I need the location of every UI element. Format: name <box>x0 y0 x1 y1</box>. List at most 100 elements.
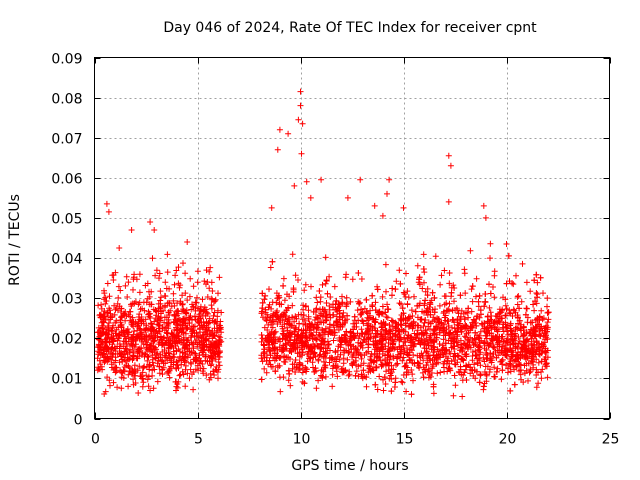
data-point <box>102 336 108 343</box>
data-point <box>173 267 180 274</box>
data-point <box>405 294 412 301</box>
data-point <box>123 273 130 280</box>
data-point <box>201 322 208 329</box>
data-point <box>330 322 337 329</box>
data-point <box>539 366 546 373</box>
data-point <box>379 303 386 310</box>
data-point <box>491 324 498 331</box>
data-point <box>146 293 153 300</box>
data-point <box>317 312 323 319</box>
data-point <box>175 280 182 287</box>
data-point <box>320 353 327 360</box>
data-point <box>333 368 340 375</box>
data-point <box>171 319 178 326</box>
data-point <box>374 348 380 355</box>
data-point <box>524 305 530 312</box>
data-point <box>544 319 551 326</box>
data-point <box>389 292 395 299</box>
data-point <box>302 281 309 288</box>
data-point <box>384 306 391 313</box>
data-point <box>531 327 538 334</box>
data-point <box>291 361 298 368</box>
data-point <box>533 356 540 363</box>
data-point <box>387 328 394 335</box>
data-point <box>403 270 409 277</box>
data-point <box>135 346 142 353</box>
data-point <box>347 342 354 349</box>
data-point <box>441 358 448 365</box>
data-point <box>498 349 505 356</box>
data-point <box>176 284 183 291</box>
data-point <box>538 375 545 382</box>
data-point <box>218 309 225 316</box>
data-point <box>271 318 277 325</box>
data-point <box>285 130 292 137</box>
data-point <box>526 350 533 357</box>
data-point <box>215 333 222 340</box>
data-point <box>164 269 171 276</box>
data-point <box>365 341 372 348</box>
data-point <box>444 307 451 314</box>
data-point <box>120 351 126 358</box>
data-point <box>322 325 329 332</box>
data-point <box>445 152 452 159</box>
data-point <box>455 310 462 317</box>
data-point <box>383 313 390 320</box>
data-point <box>361 333 368 340</box>
data-point <box>193 299 200 306</box>
data-point <box>177 298 184 305</box>
data-point <box>340 360 347 367</box>
data-point <box>339 293 345 300</box>
data-point <box>396 336 403 343</box>
data-point <box>386 347 393 354</box>
data-point <box>434 370 441 377</box>
data-point <box>173 308 180 315</box>
data-point <box>102 317 109 323</box>
data-point <box>102 294 109 301</box>
data-point <box>364 322 371 329</box>
data-point <box>155 328 162 334</box>
data-point <box>488 357 495 364</box>
data-point <box>425 374 432 381</box>
data-point <box>526 330 533 337</box>
data-point <box>148 301 155 308</box>
data-point <box>480 383 487 390</box>
data-point <box>211 325 218 332</box>
data-point <box>135 346 142 353</box>
data-point <box>386 335 393 342</box>
data-point <box>469 298 476 305</box>
data-point <box>156 322 163 329</box>
data-point <box>441 349 448 355</box>
data-point <box>162 352 169 359</box>
data-point <box>469 319 476 326</box>
data-point <box>118 314 124 321</box>
data-point <box>509 338 515 344</box>
data-point <box>396 331 403 337</box>
data-point <box>203 309 210 316</box>
data-point <box>436 302 443 309</box>
data-point <box>159 357 166 363</box>
data-point <box>499 367 506 374</box>
data-point <box>352 345 359 351</box>
data-point <box>206 376 213 383</box>
data-point <box>98 305 105 312</box>
data-point <box>125 383 132 390</box>
data-point <box>476 344 483 351</box>
data-point <box>130 381 137 388</box>
data-point <box>370 341 377 348</box>
data-point <box>376 373 383 380</box>
data-point <box>259 305 266 312</box>
data-point <box>133 276 140 283</box>
data-point <box>517 354 524 361</box>
data-point <box>386 176 393 183</box>
data-point <box>540 315 547 322</box>
data-point <box>380 326 386 333</box>
data-point <box>134 320 141 327</box>
data-point <box>399 357 406 364</box>
data-point <box>539 327 546 334</box>
data-point <box>301 317 308 324</box>
data-point <box>397 280 404 287</box>
data-point <box>380 376 386 383</box>
data-point <box>274 321 281 327</box>
data-point <box>206 327 213 334</box>
